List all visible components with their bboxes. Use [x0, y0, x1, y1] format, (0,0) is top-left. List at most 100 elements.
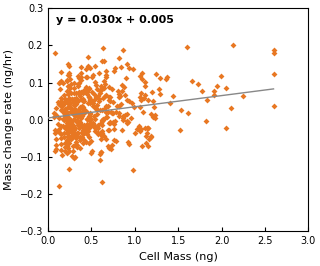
Point — [65, 121, 70, 125]
Point — [80, 98, 85, 103]
Point — [66, 167, 71, 171]
Point — [81, 106, 86, 111]
Point — [56, 81, 61, 86]
Point — [110, 143, 115, 147]
Point — [71, 90, 76, 95]
Point — [214, 84, 219, 88]
Point — [63, 114, 68, 118]
Point — [91, 92, 96, 96]
Point — [59, 69, 64, 74]
Point — [71, 149, 76, 153]
Point — [152, 116, 157, 120]
Point — [72, 81, 77, 85]
Point — [66, 140, 71, 145]
Point — [69, 154, 75, 159]
Point — [91, 121, 96, 125]
Point — [72, 117, 77, 121]
Point — [109, 87, 114, 92]
Point — [140, 144, 145, 148]
Point — [139, 97, 144, 102]
Point — [98, 132, 103, 136]
Point — [100, 59, 105, 63]
Point — [66, 73, 71, 77]
Point — [67, 103, 72, 108]
Point — [103, 106, 108, 111]
Point — [118, 65, 123, 69]
Point — [90, 149, 95, 153]
Point — [59, 123, 64, 128]
Point — [72, 109, 77, 113]
Point — [93, 95, 98, 99]
Point — [128, 116, 133, 120]
Point — [69, 109, 74, 113]
Point — [73, 96, 78, 100]
Point — [88, 101, 93, 105]
Point — [97, 89, 102, 93]
Point — [95, 132, 100, 136]
Point — [108, 147, 113, 151]
Point — [71, 131, 76, 135]
Point — [90, 90, 95, 94]
Point — [171, 94, 176, 98]
Point — [63, 118, 68, 122]
Point — [102, 82, 107, 86]
Point — [74, 112, 79, 117]
Point — [80, 103, 85, 108]
Point — [104, 115, 109, 119]
Point — [124, 112, 130, 117]
Point — [79, 136, 84, 140]
Point — [72, 103, 77, 107]
Point — [146, 136, 151, 141]
Point — [96, 98, 101, 103]
Point — [145, 131, 150, 135]
Point — [78, 71, 83, 75]
Point — [158, 76, 163, 80]
Point — [58, 98, 63, 103]
Point — [271, 72, 276, 76]
Point — [84, 117, 90, 121]
Point — [110, 111, 116, 115]
Point — [67, 122, 72, 126]
Point — [65, 116, 70, 120]
Point — [111, 69, 116, 73]
Point — [65, 105, 70, 109]
Point — [59, 148, 64, 152]
Point — [106, 98, 111, 102]
Point — [65, 134, 70, 138]
Point — [99, 121, 104, 126]
Point — [60, 103, 66, 107]
Point — [94, 87, 100, 91]
Point — [121, 118, 126, 123]
Point — [88, 117, 93, 121]
Point — [271, 104, 276, 109]
Point — [123, 113, 128, 117]
Point — [72, 134, 77, 138]
Point — [140, 77, 145, 81]
Point — [63, 97, 68, 101]
Point — [86, 86, 92, 91]
Point — [79, 123, 84, 128]
Point — [119, 128, 124, 132]
Point — [62, 148, 67, 153]
Point — [86, 118, 91, 122]
Point — [95, 112, 100, 116]
Point — [179, 108, 184, 113]
Point — [144, 141, 149, 145]
Point — [53, 113, 59, 117]
Point — [103, 94, 108, 98]
Point — [100, 118, 106, 122]
Point — [79, 130, 84, 134]
Point — [74, 118, 79, 122]
Point — [62, 113, 67, 118]
Point — [58, 131, 63, 135]
Point — [124, 61, 129, 66]
Point — [64, 78, 69, 82]
Point — [66, 61, 71, 66]
Point — [92, 123, 97, 127]
Point — [80, 105, 85, 109]
Point — [60, 124, 65, 128]
Point — [87, 114, 92, 118]
Point — [141, 96, 147, 100]
Point — [77, 105, 82, 109]
Point — [66, 123, 71, 127]
